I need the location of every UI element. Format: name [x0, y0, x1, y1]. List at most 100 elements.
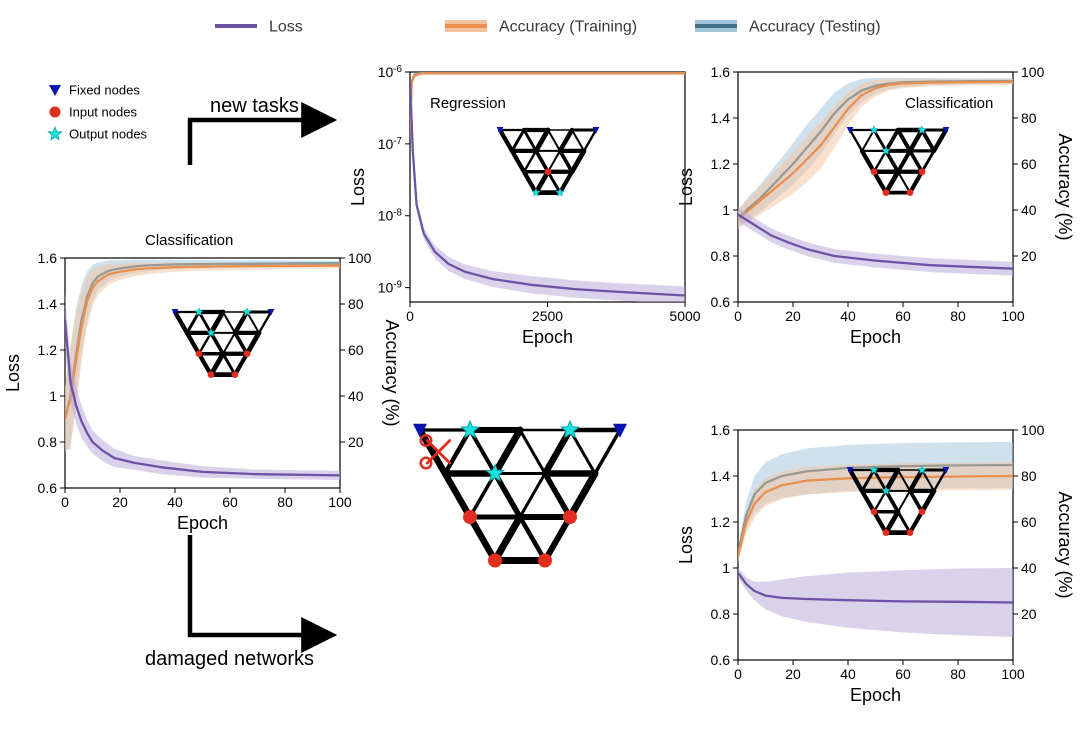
lattice-edge: [524, 130, 536, 151]
series-line: [65, 266, 340, 419]
lattice-edge: [548, 172, 560, 193]
ytick-label: 0.6: [38, 480, 58, 496]
key-label: Input nodes: [69, 105, 137, 120]
lattice-edge: [584, 130, 596, 151]
lattice-edge: [445, 474, 470, 518]
ytick-label: 1.4: [711, 110, 731, 126]
lattice-node-input: [883, 189, 890, 196]
lattice-node-input: [919, 168, 926, 175]
ytick-label: 1: [49, 388, 57, 404]
panel-D: 020406080100Epoch0.60.811.21.41.6Loss204…: [676, 422, 1075, 705]
panel-title: Regression: [430, 95, 506, 112]
ytick-label: 1.2: [711, 514, 731, 530]
ytick-label: 1.2: [711, 156, 731, 172]
lattice-node-input: [545, 168, 552, 175]
lattice-edge: [898, 491, 910, 512]
xtick-label: 0: [61, 494, 69, 510]
yRtick-label: 40: [1021, 202, 1037, 218]
lattice-node-input: [919, 508, 926, 515]
lattice-node-input: [871, 168, 878, 175]
yRtick-label: 80: [1021, 110, 1037, 126]
lattice-edge: [560, 151, 572, 172]
lattice-edge: [520, 430, 545, 474]
xtick-label: 80: [277, 494, 293, 510]
panel-A: Classification020406080100Epoch0.60.811.…: [3, 232, 402, 533]
legend-swatch: [695, 24, 737, 28]
yL-axis-label: Loss: [348, 168, 368, 206]
lattice-edge: [898, 512, 910, 533]
lattice-node-input: [208, 371, 215, 378]
lattice-node-input: [232, 371, 239, 378]
lattice-edge: [223, 333, 235, 354]
lattice-edge: [470, 517, 495, 561]
lattice-edge: [175, 312, 187, 333]
lattice-edge: [850, 130, 862, 151]
lattice-node-input: [488, 554, 502, 568]
lattice-edge: [211, 312, 223, 333]
key-output-icon: [48, 127, 61, 140]
lattice-edge: [548, 151, 560, 172]
lattice-edge: [536, 130, 548, 151]
ytick-label: 0.6: [711, 294, 731, 310]
yL-axis-label: Loss: [676, 526, 696, 564]
ytick-label: 1.6: [711, 64, 731, 80]
xtick-label: 80: [950, 308, 966, 324]
lattice-edge: [536, 151, 548, 172]
xtick-label: 40: [840, 666, 856, 682]
lattice-edge: [910, 172, 922, 193]
xtick-label: 60: [895, 666, 911, 682]
lattice-edge: [886, 172, 898, 193]
xtick-label: 0: [406, 308, 414, 324]
lattice-edge: [512, 130, 524, 151]
series-band: [738, 442, 1013, 561]
yRtick-label: 60: [348, 342, 364, 358]
lattice-node-input: [196, 350, 203, 357]
ytick-label: 1: [722, 560, 730, 576]
lattice-edge: [570, 474, 595, 518]
lattice-edge: [886, 130, 898, 151]
yR-axis-label: Accuracy (%): [1055, 491, 1075, 598]
lattice-edge: [560, 130, 572, 151]
yR-axis-label: Accuracy (%): [382, 319, 402, 426]
ytick-label: 1.4: [711, 468, 731, 484]
xtick-label: 100: [1001, 308, 1025, 324]
big-lattice: [413, 421, 627, 568]
ytick-label: 0.6: [711, 652, 731, 668]
lattice-edge: [495, 430, 520, 474]
ytick-label: 1.6: [38, 250, 58, 266]
yRtick-label: 60: [1021, 514, 1037, 530]
xtick-label: 5000: [669, 308, 700, 324]
yRtick-label: 100: [1021, 64, 1045, 80]
lattice-edge: [520, 474, 545, 518]
lattice-edge: [545, 517, 570, 561]
lattice-edge: [223, 312, 235, 333]
key-label: Fixed nodes: [69, 83, 140, 98]
lattice-edge: [247, 333, 259, 354]
lattice-edge: [922, 151, 934, 172]
lattice-edge: [520, 517, 545, 561]
lattice-edge: [874, 172, 886, 193]
flow-arrow: [190, 120, 330, 165]
lattice-node-input: [907, 529, 914, 536]
lattice-edge: [886, 512, 898, 533]
ytick-label: 10-8: [378, 207, 403, 224]
lattice-edge: [560, 172, 572, 193]
xtick-label: 60: [222, 494, 238, 510]
panel-title: Classification: [905, 95, 993, 112]
lattice-edge: [910, 512, 922, 533]
series-line: [65, 320, 340, 475]
lattice-edge: [211, 354, 223, 375]
lattice-edge: [524, 151, 536, 172]
ytick-label: 1: [722, 202, 730, 218]
ytick-label: 0.8: [38, 434, 58, 450]
x-axis-label: Epoch: [850, 327, 901, 347]
lattice-edge: [898, 151, 910, 172]
xtick-label: 0: [734, 308, 742, 324]
ytick-label: 1.6: [711, 422, 731, 438]
lattice-edge: [572, 130, 584, 151]
xtick-label: 20: [785, 308, 801, 324]
lattice-edge: [898, 172, 910, 193]
yL-axis-label: Loss: [3, 354, 23, 392]
lattice-edge: [874, 512, 886, 533]
lattice-edge: [548, 130, 560, 151]
